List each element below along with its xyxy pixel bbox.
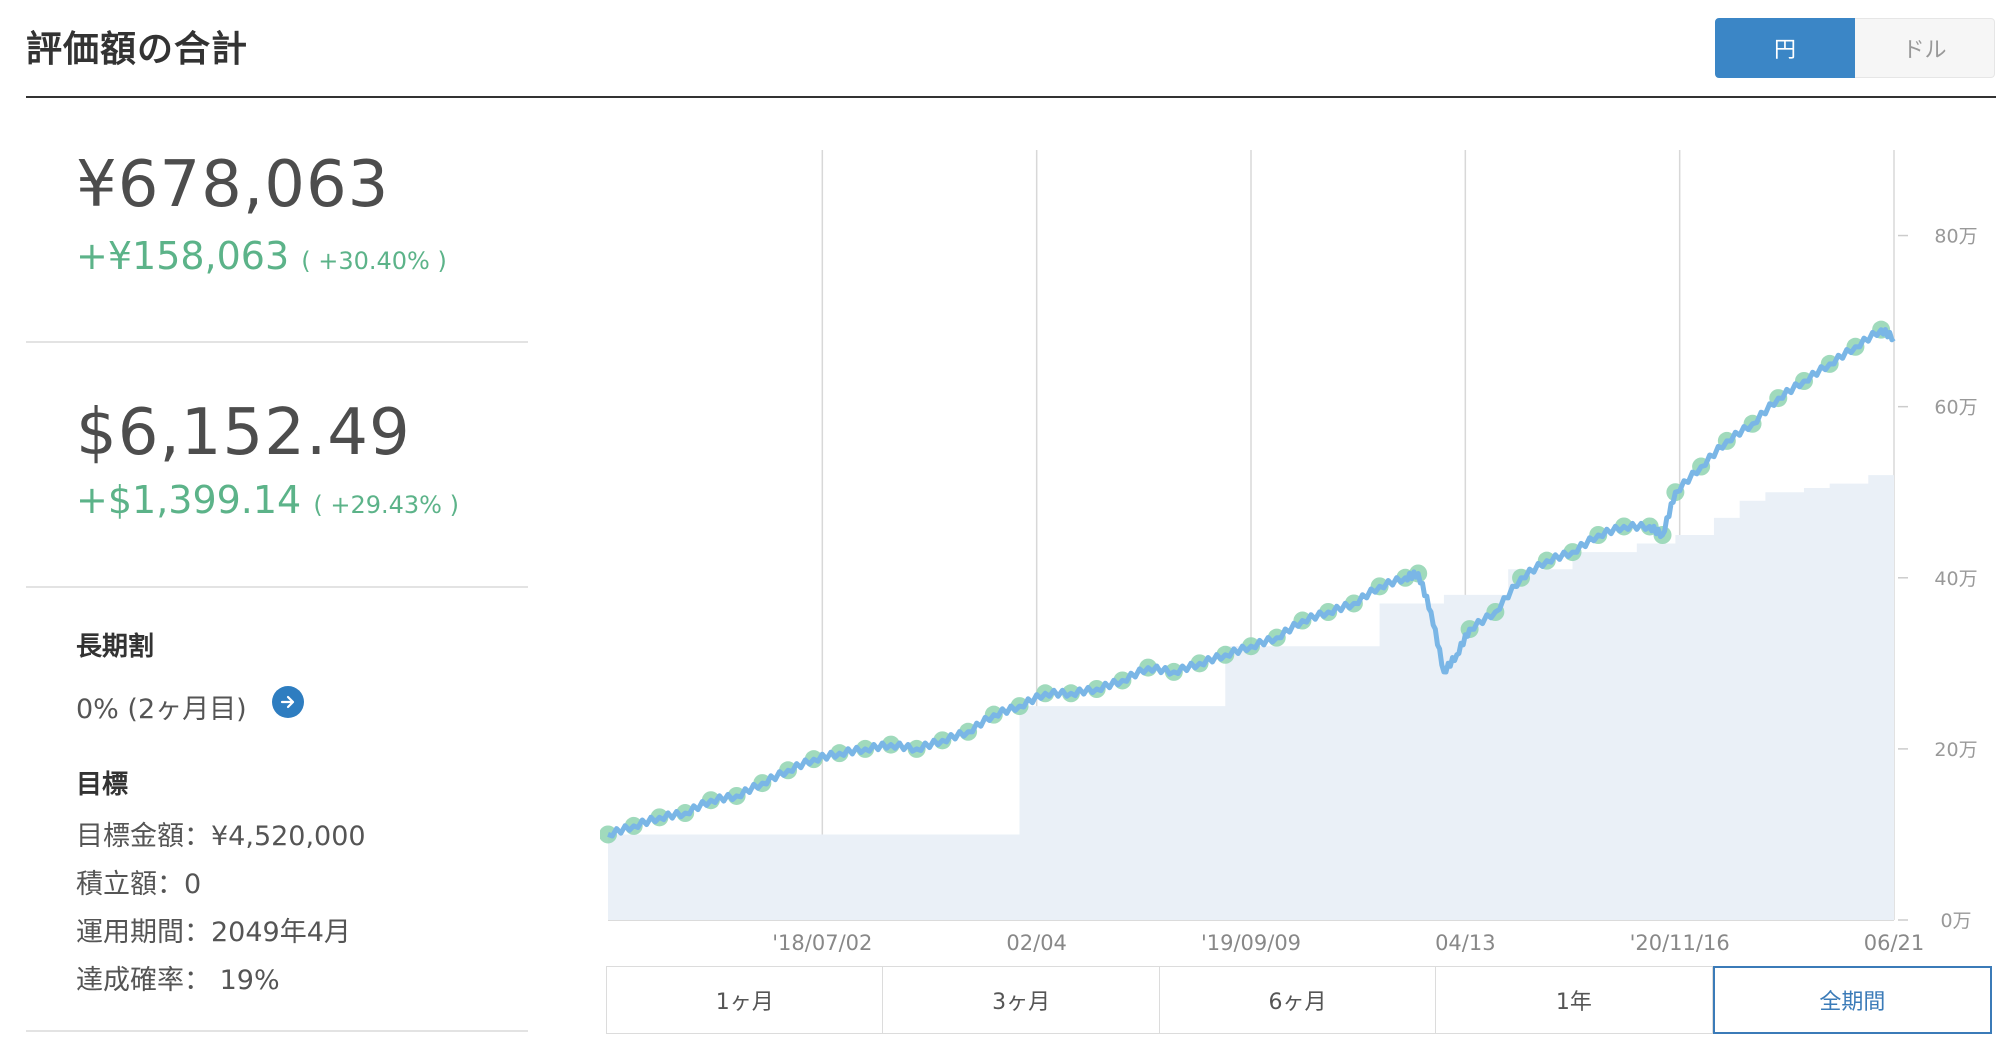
long-term-value: 0% (2ヶ月目) (76, 694, 247, 725)
range-1m-button[interactable]: 1ヶ月 (606, 966, 884, 1034)
goal-amount: 目標金額：¥4,520,000 (76, 821, 366, 852)
valuation-chart: '18/07/02 02/04 '19/09/09 04/13 '20/11/16 06/… (600, 150, 1978, 955)
long-term-label: 長期割 (76, 632, 155, 662)
range-1y-button[interactable]: 1年 (1436, 966, 1713, 1034)
x-tick-label: 04/13 (1435, 931, 1496, 955)
y-tick-label: 20万 (1934, 739, 1977, 761)
currency-usd-button[interactable]: ドル (1855, 18, 1995, 78)
currency-yen-button[interactable]: 円 (1715, 18, 1855, 78)
goal-period: 運用期間：2049年4月 (76, 917, 351, 948)
y-axis-labels: 0万 20万 40万 60万 80万 (1898, 226, 1978, 932)
x-axis-labels: '18/07/02 02/04 '19/09/09 04/13 '20/11/16 06/… (772, 931, 1924, 955)
x-tick-label: '20/11/16 (1630, 931, 1730, 955)
valuation-line (607, 327, 1896, 839)
x-tick-label: 02/04 (1006, 931, 1067, 955)
yen-gain-percent: ( +30.40% ) (301, 247, 447, 275)
header-divider (26, 96, 1996, 98)
page-title: 評価額の合計 (26, 29, 249, 70)
divider (26, 341, 528, 343)
arrow-right-icon[interactable] (272, 686, 304, 718)
y-tick-label: 60万 (1934, 397, 1977, 419)
usd-gain-percent: ( +29.43% ) (313, 491, 459, 519)
divider (26, 1030, 528, 1032)
principal-area (608, 475, 1894, 920)
usd-gain-amount: +$1,399.14 (76, 478, 302, 522)
yen-total-value: ¥678,063 (76, 148, 390, 222)
y-tick-label: 80万 (1934, 226, 1977, 248)
goal-contribution: 積立額：0 (76, 869, 202, 900)
x-tick-label: 06/21 (1864, 931, 1925, 955)
yen-gain: +¥158,063 ( +30.40% ) (76, 234, 447, 278)
usd-gain: +$1,399.14 ( +29.43% ) (76, 478, 459, 522)
range-3m-button[interactable]: 3ヶ月 (883, 966, 1160, 1034)
usd-total-value: $6,152.49 (76, 396, 411, 470)
range-selector: 1ヶ月 3ヶ月 6ヶ月 1年 全期間 (606, 966, 1993, 1034)
goal-label: 目標 (76, 770, 129, 800)
x-tick-label: '18/07/02 (772, 931, 872, 955)
x-tick-label: '19/09/09 (1201, 931, 1301, 955)
range-all-button[interactable]: 全期間 (1712, 966, 1993, 1034)
yen-gain-amount: +¥158,063 (76, 234, 290, 278)
goal-probability: 達成確率： 19% (76, 965, 280, 996)
y-tick-label: 40万 (1934, 568, 1977, 590)
y-tick-label: 0万 (1940, 910, 1971, 932)
divider (26, 586, 528, 588)
range-6m-button[interactable]: 6ヶ月 (1159, 966, 1437, 1034)
